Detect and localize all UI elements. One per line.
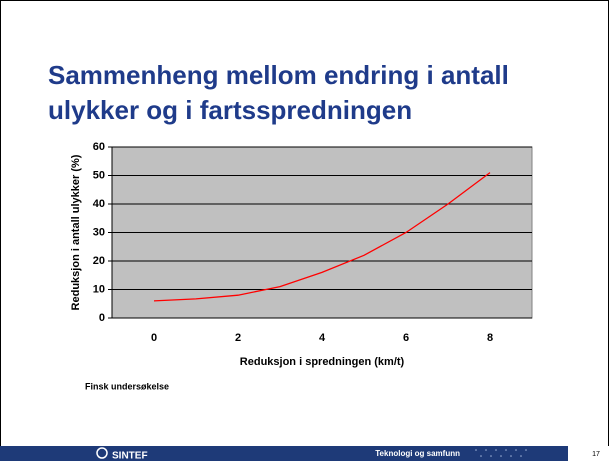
x-tick-label: 6 bbox=[403, 332, 409, 344]
y-tick-label: 50 bbox=[93, 169, 105, 181]
y-tick-label: 30 bbox=[93, 226, 105, 238]
footer-logo: SINTEF bbox=[112, 451, 148, 461]
x-tick-label: 4 bbox=[319, 332, 326, 344]
footer-bar bbox=[0, 446, 568, 461]
x-tick-label: 2 bbox=[235, 332, 241, 344]
y-tick-label: 40 bbox=[93, 198, 105, 210]
x-axis-label: Reduksjon i spredningen (km/t) bbox=[240, 356, 405, 368]
y-tick-label: 60 bbox=[93, 141, 105, 153]
page-number: 17 bbox=[592, 451, 600, 458]
slide-title: Sammenheng mellom endring i antall ulykk… bbox=[48, 60, 509, 125]
dot-pattern bbox=[475, 449, 527, 457]
y-tick-label: 0 bbox=[99, 312, 105, 324]
y-axis-label: Reduksjon i antall ulykker (%) bbox=[70, 154, 82, 310]
y-tick-label: 20 bbox=[93, 255, 105, 267]
x-tick-label: 0 bbox=[151, 332, 157, 344]
data-line bbox=[153, 172, 491, 302]
x-tick-label: 8 bbox=[487, 332, 493, 344]
y-tick-label: 10 bbox=[93, 283, 105, 295]
logo-icon bbox=[96, 447, 108, 459]
footer-unit: Teknologi og samfunn bbox=[375, 449, 460, 458]
note: Finsk undersøkelse bbox=[85, 381, 169, 391]
